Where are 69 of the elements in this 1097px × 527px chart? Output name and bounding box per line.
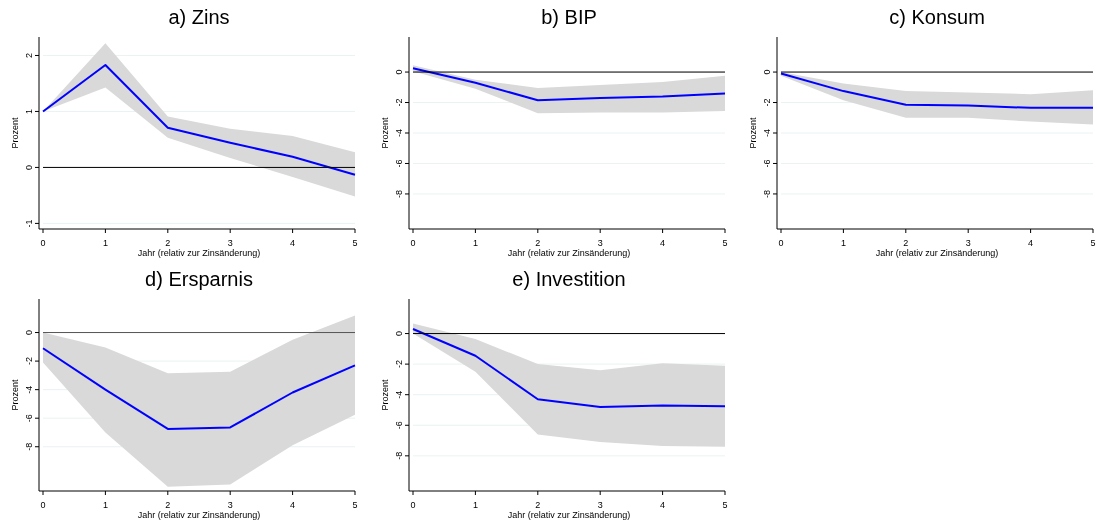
chart-title: c) Konsum (889, 6, 985, 28)
y-tick-label: 0 (762, 69, 772, 75)
x-tick-label: 1 (102, 238, 108, 248)
x-tick-label: 2 (535, 500, 541, 510)
y-tick-label: 1 (24, 108, 34, 114)
y-tick-label: -2 (394, 360, 404, 369)
y-tick-label: -2 (24, 357, 34, 366)
x-tick-label: 1 (102, 500, 108, 510)
chart-title: b) BIP (541, 6, 597, 28)
y-tick-label: -8 (24, 442, 34, 451)
y-axis-title: Prozent (748, 117, 758, 149)
x-tick-label: 0 (410, 500, 416, 510)
y-tick-label: -4 (24, 385, 34, 394)
x-axis-title: Jahr (relativ zur Zinsänderung) (137, 510, 261, 520)
y-tick-label: -8 (762, 189, 772, 198)
x-tick-label: 3 (597, 500, 603, 510)
y-tick-label: -4 (394, 128, 404, 138)
y-axis-title: Prozent (10, 117, 20, 149)
x-axis-title: Jahr (relativ zur Zinsänderung) (507, 248, 631, 258)
x-tick-label: 0 (40, 500, 46, 510)
x-tick-label: 3 (227, 238, 233, 248)
x-tick-label: 5 (722, 238, 728, 248)
x-tick-label: 5 (1090, 238, 1096, 248)
y-axis-title: Prozent (380, 117, 390, 149)
x-tick-label: 5 (722, 500, 728, 510)
x-axis-title: Jahr (relativ zur Zinsänderung) (507, 510, 631, 520)
y-tick-label: -6 (762, 159, 772, 168)
x-tick-label: 4 (290, 500, 296, 510)
x-tick-label: 3 (227, 500, 233, 510)
y-tick-label: 0 (24, 330, 34, 336)
y-tick-label: -4 (762, 128, 772, 138)
y-axis-title: Prozent (380, 379, 390, 411)
x-tick-label: 1 (840, 238, 846, 248)
y-tick-label: -6 (394, 159, 404, 168)
y-tick-label: -8 (394, 189, 404, 198)
y-tick-label: -8 (394, 451, 404, 460)
x-tick-label: 2 (165, 500, 171, 510)
chart-title: d) Ersparnis (145, 268, 253, 290)
chart-title: e) Investition (512, 268, 626, 290)
x-tick-label: 4 (660, 238, 666, 248)
y-tick-label: -6 (394, 421, 404, 430)
x-tick-label: 5 (352, 238, 358, 248)
y-tick-label: -2 (762, 98, 772, 107)
x-tick-label: 0 (778, 238, 784, 248)
x-axis-title: Jahr (relativ zur Zinsänderung) (875, 248, 999, 258)
y-tick-label: 0 (24, 164, 34, 170)
y-axis-title: Prozent (10, 379, 20, 411)
x-tick-label: 1 (472, 500, 478, 510)
y-tick-label: -6 (24, 414, 34, 423)
y-tick-label: -4 (394, 390, 404, 399)
x-tick-label: 2 (535, 238, 541, 248)
y-tick-label: 0 (394, 69, 404, 75)
x-tick-label: 5 (352, 500, 358, 510)
y-tick-label: 2 (24, 52, 34, 58)
chart-title: a) Zins (168, 6, 230, 28)
y-tick-label: 0 (394, 331, 404, 337)
x-tick-label: 4 (660, 500, 666, 510)
x-tick-label: 2 (165, 238, 171, 248)
x-axis-title: Jahr (relativ zur Zinsänderung) (137, 248, 261, 258)
x-tick-label: 1 (472, 238, 478, 248)
y-tick-label: -2 (394, 98, 404, 107)
x-tick-label: 4 (290, 238, 296, 248)
x-tick-label: 3 (597, 238, 603, 248)
x-tick-label: 0 (40, 238, 46, 248)
x-tick-label: 2 (903, 238, 909, 248)
x-tick-label: 0 (410, 238, 416, 248)
x-tick-label: 4 (1028, 238, 1034, 248)
x-tick-label: 3 (965, 238, 971, 248)
y-tick-label: -1 (24, 219, 34, 228)
